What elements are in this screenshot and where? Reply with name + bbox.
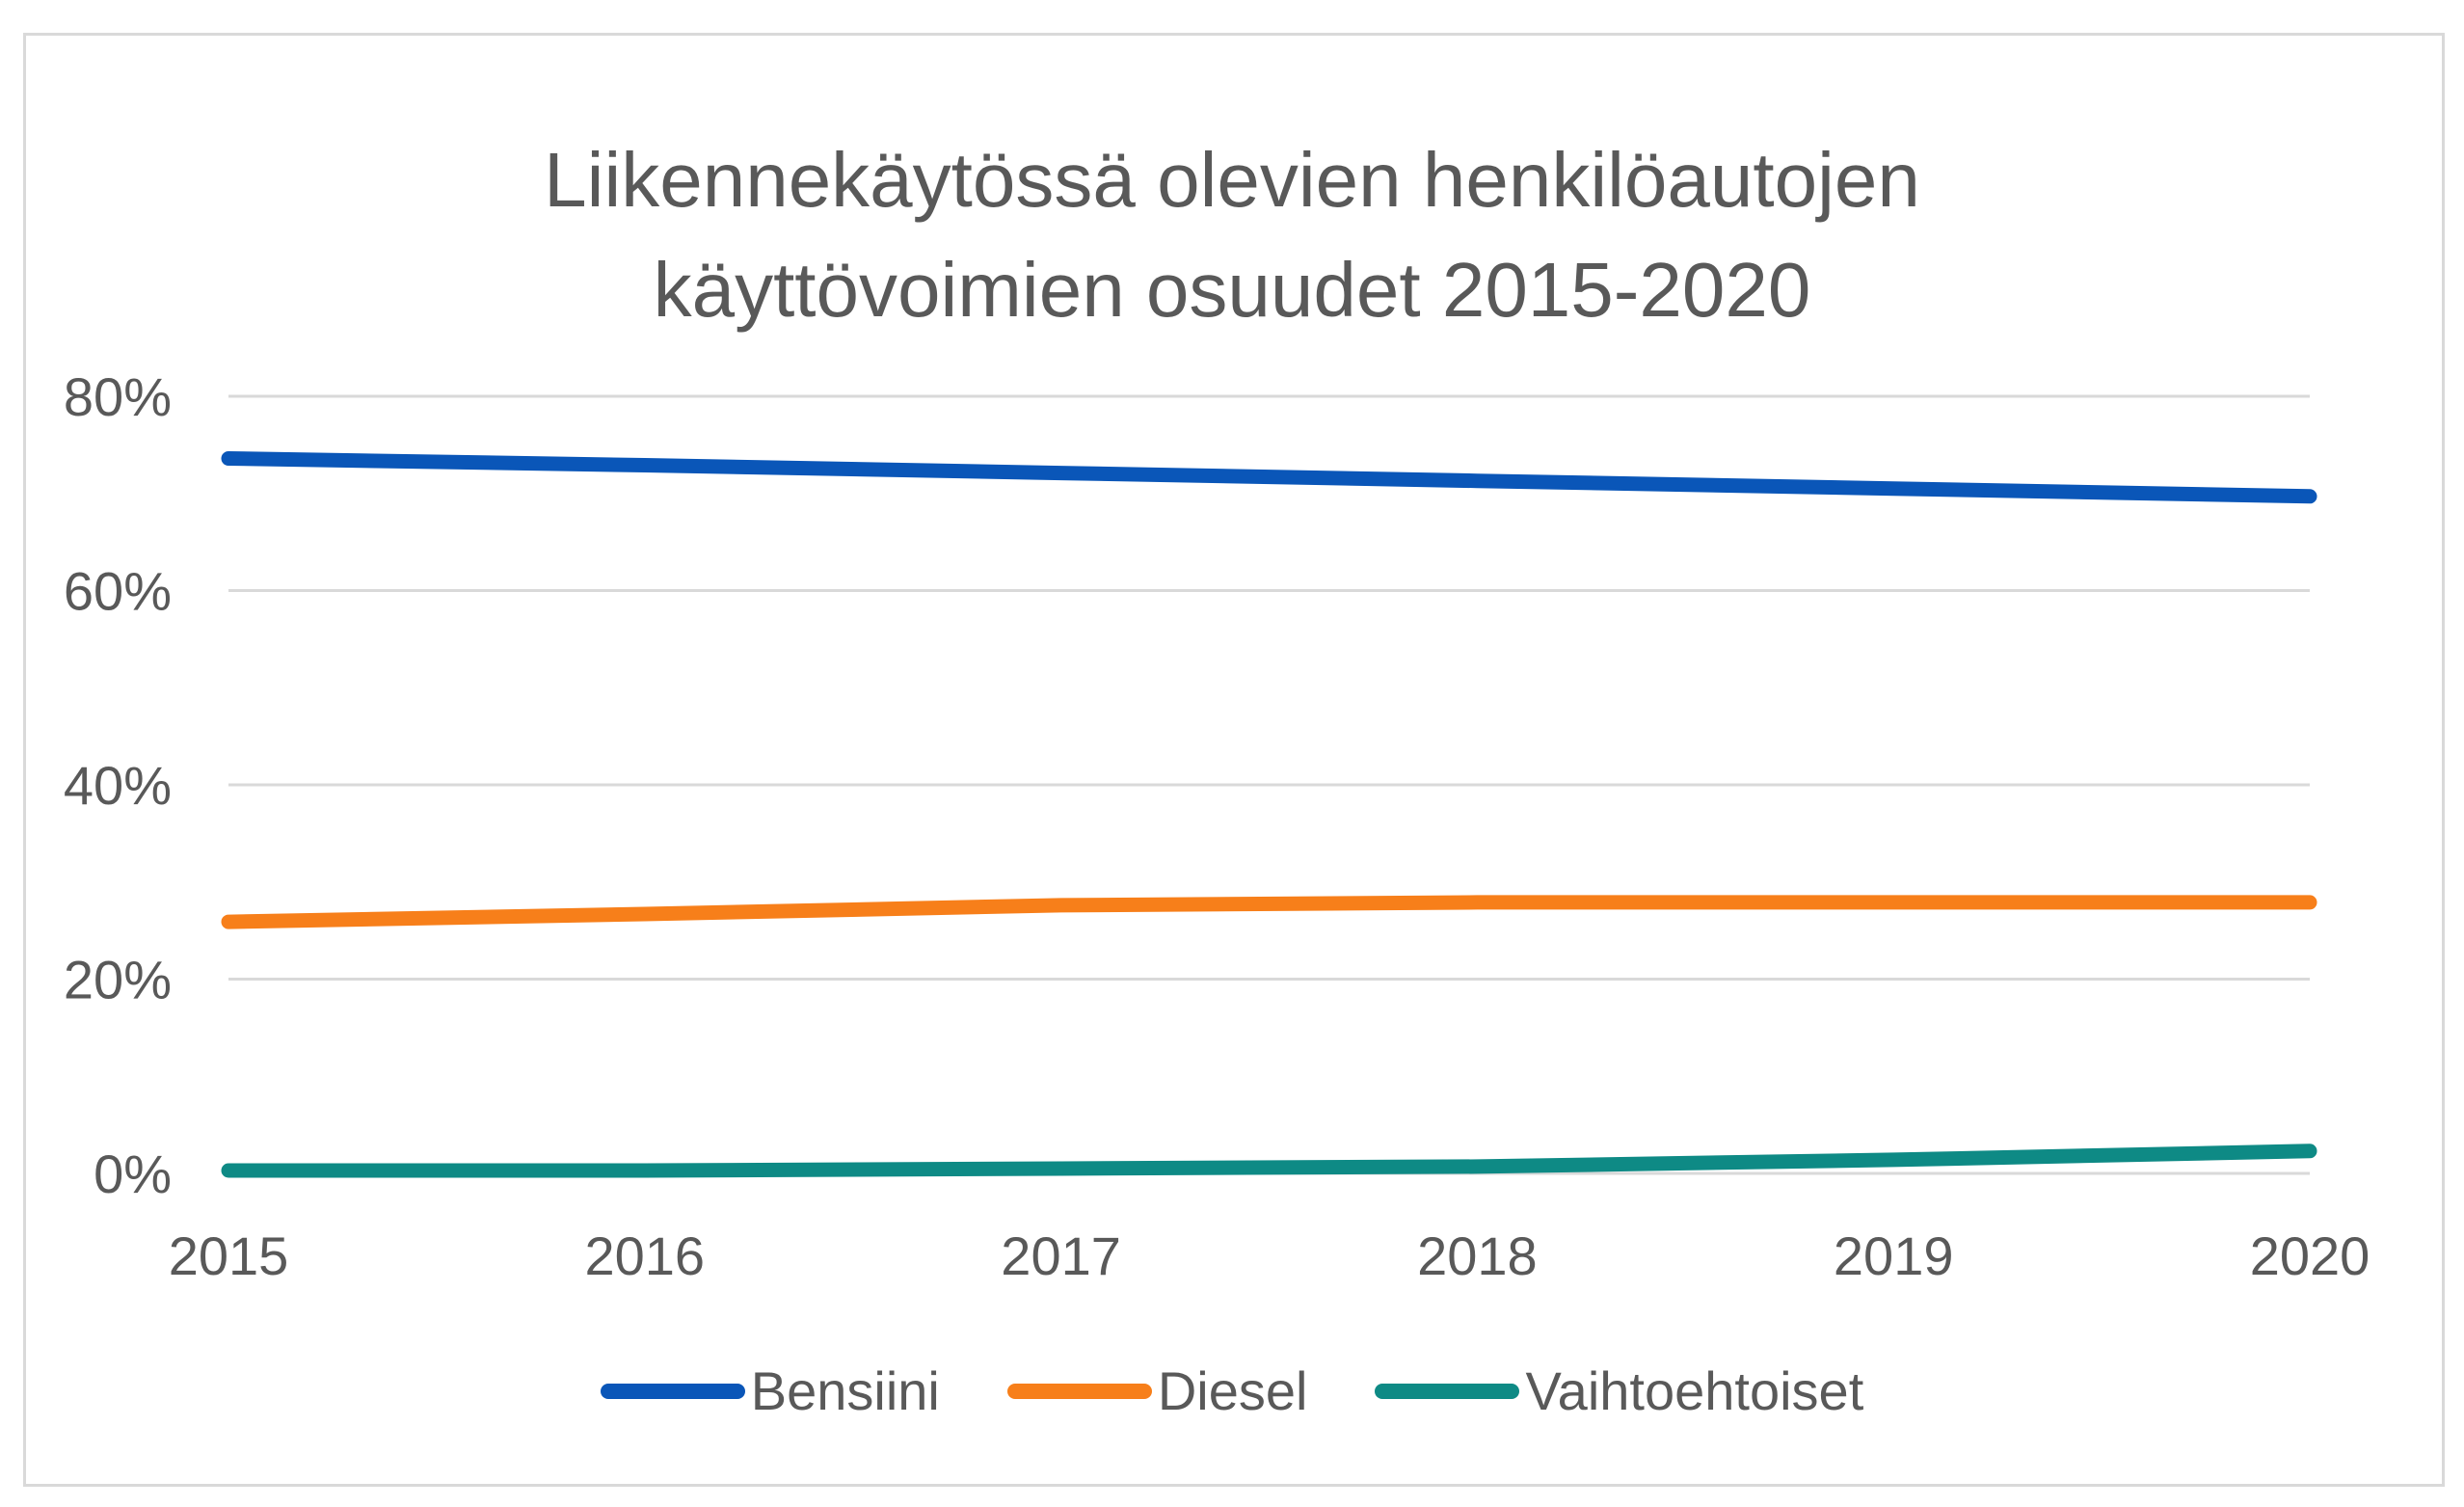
y-tick-label: 40% bbox=[64, 755, 172, 816]
legend-item-vaihtoehtoiset: Vaihtoehtoiset bbox=[1375, 1358, 1863, 1425]
legend-label-diesel: Diesel bbox=[1157, 1360, 1308, 1421]
chart-frame bbox=[23, 33, 2445, 1487]
y-tick-label: 20% bbox=[64, 950, 172, 1010]
x-tick-label: 2019 bbox=[1834, 1225, 1954, 1286]
data-point-vaihtoehtoiset bbox=[228, 1170, 229, 1171]
y-tick-label: 80% bbox=[64, 366, 172, 427]
data-point-diesel bbox=[228, 921, 229, 923]
chart-title-line-1: Liikennekäytössä olevien henkilöautojen bbox=[544, 137, 1920, 223]
data-point-vaihtoehtoiset bbox=[1060, 1168, 1062, 1170]
data-point-diesel bbox=[644, 913, 646, 915]
legend-label-bensiini: Bensiini bbox=[750, 1360, 940, 1421]
legend-item-bensiini: Bensiini bbox=[600, 1358, 940, 1425]
legend-label-vaihtoehtoiset: Vaihtoehtoiset bbox=[1525, 1360, 1864, 1421]
legend-swatch-vaihtoehtoiset bbox=[1375, 1384, 1520, 1399]
x-tick-label: 2015 bbox=[169, 1225, 289, 1286]
data-point-bensiini bbox=[644, 465, 646, 467]
series-line-vaihtoehtoiset bbox=[221, 1144, 2317, 1178]
x-tick-label: 2018 bbox=[1417, 1225, 1538, 1286]
chart-title-line-2: käyttövoimien osuudet 2015-2020 bbox=[653, 247, 1811, 333]
data-point-bensiini bbox=[228, 457, 229, 459]
legend-swatch-bensiini bbox=[600, 1384, 745, 1399]
chart-legend: Bensiini Diesel Vaihtoehtoiset bbox=[0, 1358, 2464, 1425]
x-tick-label: 2020 bbox=[2250, 1225, 2370, 1286]
chart-title: Liikennekäytössä olevien henkilöautojen … bbox=[0, 125, 2464, 345]
x-tick-label: 2017 bbox=[1001, 1225, 1121, 1286]
data-point-bensiini bbox=[1060, 472, 1062, 474]
data-point-bensiini bbox=[1892, 488, 1894, 490]
data-point-vaihtoehtoiset bbox=[1892, 1159, 1894, 1161]
data-point-vaihtoehtoiset bbox=[644, 1170, 646, 1171]
series-line-diesel bbox=[221, 895, 2317, 929]
legend-item-diesel: Diesel bbox=[1006, 1358, 1308, 1425]
y-tick-label: 0% bbox=[94, 1144, 172, 1204]
data-point-vaihtoehtoiset bbox=[1476, 1166, 1478, 1168]
x-tick-label: 2016 bbox=[585, 1225, 706, 1286]
data-point-bensiini bbox=[2309, 496, 2311, 498]
legend-swatch-diesel bbox=[1006, 1384, 1152, 1399]
data-point-diesel bbox=[1060, 904, 1062, 906]
data-point-bensiini bbox=[1476, 480, 1478, 482]
data-point-vaihtoehtoiset bbox=[2309, 1150, 2311, 1152]
series-line-bensiini bbox=[221, 451, 2317, 504]
y-tick-label: 60% bbox=[64, 561, 172, 622]
